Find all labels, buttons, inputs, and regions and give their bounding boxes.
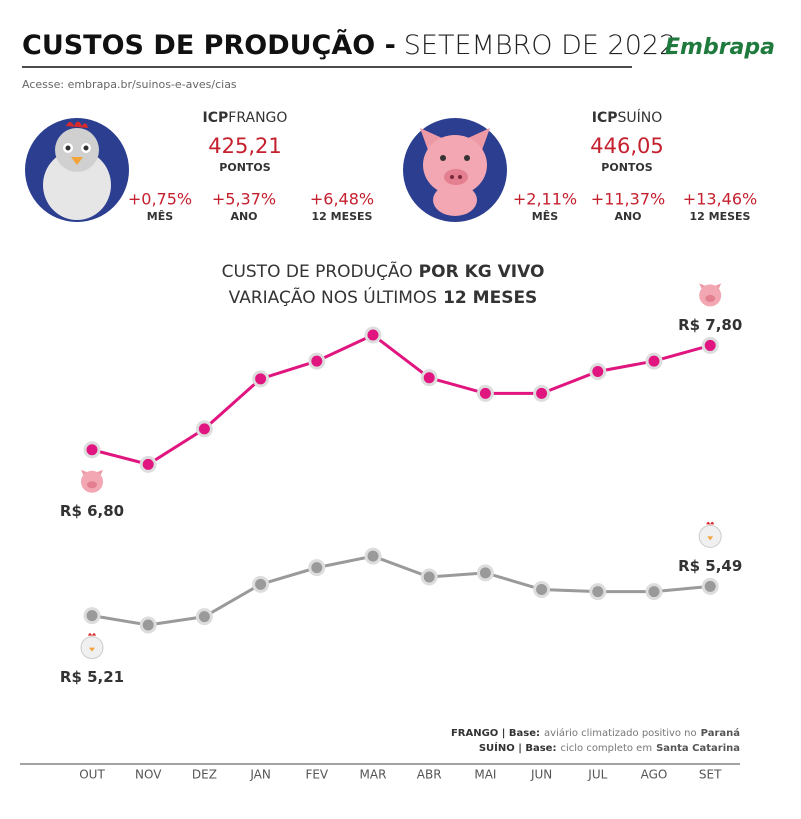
chicken-comb: [88, 633, 96, 636]
title-light: SETEMBRO DE 2022: [404, 30, 676, 61]
title-bold: CUSTOS DE PRODUÇÃO -: [22, 29, 396, 61]
point: [83, 607, 101, 625]
change-value: +2,11%: [513, 190, 577, 209]
value-label: R$ 5,21: [60, 668, 124, 686]
change-period: ANO: [230, 210, 257, 223]
series-line: [91, 333, 711, 466]
x-tick-label: OUT: [79, 768, 105, 782]
point: [420, 369, 438, 387]
point: [645, 352, 663, 370]
change-value: +0,75%: [128, 190, 192, 209]
logo: Embrapa: [665, 35, 775, 60]
point: [195, 420, 213, 438]
chicken-beak: [707, 536, 714, 541]
pig-snout: [705, 294, 716, 302]
point: [139, 455, 157, 473]
x-tick-label: AGO: [641, 768, 668, 782]
change-period: MÊS: [147, 210, 173, 223]
change-value: +11,37%: [591, 190, 665, 209]
index-unit: PONTOS: [601, 161, 652, 174]
point: [645, 583, 663, 601]
point: [533, 581, 551, 599]
point: [533, 384, 551, 402]
index-name: ICPFRANGO: [203, 110, 288, 126]
x-tick-label: JUN: [530, 768, 552, 782]
index-prefix: ICP: [203, 110, 229, 126]
base-note: SUÍNO | Base: ciclo completo em Santa Cata…: [479, 741, 740, 754]
page-title: CUSTOS DE PRODUÇÃO - SETEMBRO DE 2022: [22, 29, 676, 61]
point: [701, 336, 719, 354]
series-line: [91, 554, 711, 627]
pig-badge: [403, 118, 507, 222]
point: [139, 616, 157, 634]
pig-icon: [81, 469, 103, 493]
title-normal: CUSTO DE PRODUÇÃO: [222, 260, 413, 282]
chicken-icon: [698, 521, 722, 548]
source: Acesse: embrapa.br/suinos-e-aves/cias: [22, 78, 237, 91]
index-unit: PONTOS: [219, 161, 270, 174]
chicken-badge: [25, 118, 129, 222]
note-label: SUÍNO | Base:: [479, 741, 557, 754]
pig-snout: [87, 481, 97, 489]
title-bold: POR KG VIVO: [419, 262, 545, 282]
x-tick-label: MAR: [360, 768, 387, 782]
note-label: FRANGO | Base:: [451, 728, 540, 739]
change-period: 12 MESES: [312, 210, 373, 223]
chart-subtitle: VARIAÇÃO NOS ÚLTIMOS 12 MESES: [229, 286, 538, 308]
x-tick-label: DEZ: [192, 768, 217, 782]
point: [476, 564, 494, 582]
x-tick-label: JAN: [249, 768, 271, 782]
point: [252, 575, 270, 593]
value-label: R$ 5,49: [678, 557, 742, 575]
point: [701, 577, 719, 595]
index-label: SUÍNO: [617, 109, 662, 126]
x-tick-label: NOV: [135, 768, 162, 782]
point: [364, 547, 382, 565]
change-value: +13,46%: [683, 190, 757, 209]
note-place: Santa Catarina: [656, 743, 740, 754]
point: [364, 326, 382, 344]
value-label: R$ 6,80: [60, 502, 124, 520]
note-text: ciclo completo em: [560, 743, 652, 754]
x-tick-label: ABR: [417, 768, 442, 782]
point: [589, 363, 607, 381]
change-value: +6,48%: [310, 190, 374, 209]
point: [195, 608, 213, 626]
point: [420, 568, 438, 586]
point: [308, 559, 326, 577]
subtitle-bold: 12 MESES: [443, 288, 537, 308]
point: [308, 352, 326, 370]
chicken-comb: [706, 521, 715, 525]
x-tick-label: SET: [699, 768, 722, 782]
change-value: +5,37%: [212, 190, 276, 209]
subtitle-normal: VARIAÇÃO NOS ÚLTIMOS: [229, 286, 437, 308]
index-prefix: ICP: [592, 110, 618, 126]
point: [476, 384, 494, 402]
note-place: Paraná: [701, 727, 740, 739]
x-tick-label: MAI: [474, 768, 496, 782]
index-label: FRANGO: [228, 110, 287, 126]
base-note: FRANGO | Base: aviário climatizado positi…: [451, 727, 740, 739]
chart-title: CUSTO DE PRODUÇÃO POR KG VIVO: [222, 260, 545, 282]
change-period: ANO: [614, 210, 641, 223]
point: [589, 583, 607, 601]
chicken-icon: [80, 633, 104, 660]
point: [252, 370, 270, 388]
index-value: 446,05: [590, 134, 663, 158]
change-period: 12 MESES: [690, 210, 751, 223]
index-value: 425,21: [208, 134, 281, 158]
point: [83, 441, 101, 459]
x-tick-label: FEV: [305, 768, 328, 782]
change-period: MÊS: [532, 210, 558, 223]
chicken-beak: [89, 647, 95, 652]
pig-icon: [699, 283, 722, 307]
x-tick-label: JUL: [587, 768, 607, 782]
index-name: ICPSUÍNO: [592, 109, 663, 126]
value-label: R$ 7,80: [678, 316, 742, 334]
note-text: aviário climatizado positivo no: [544, 727, 697, 739]
